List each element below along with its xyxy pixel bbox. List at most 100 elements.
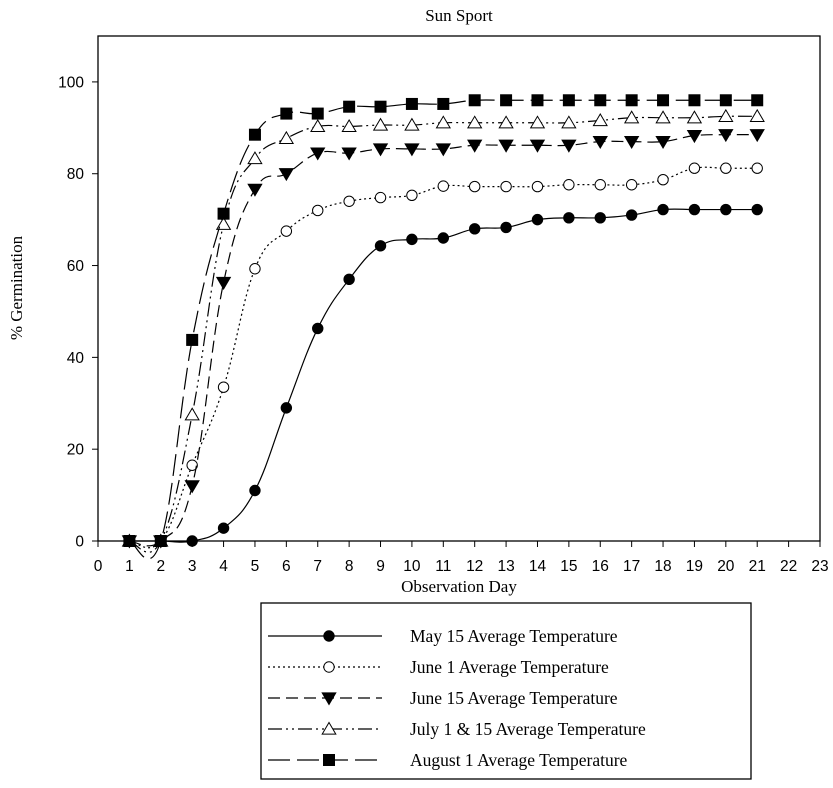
data-point-4-20 [718,108,734,122]
x-tick-label: 13 [497,558,514,575]
data-point-5-14 [531,94,544,107]
data-point-4-13 [498,115,514,129]
data-point-3-17 [623,135,640,150]
data-point-5-11 [437,97,450,110]
series-3 [121,129,765,549]
legend-marker [323,630,335,642]
x-tick-label: 12 [466,558,483,575]
legend-label: July 1 & 15 Average Temperature [410,719,646,739]
data-point-2-17 [625,179,638,191]
data-point-2-8 [343,195,355,207]
data-point-1-10 [406,233,418,246]
data-point-5-6 [280,107,293,120]
legend-item-4: July 1 & 15 Average Temperature [268,719,646,739]
data-point-5-5 [248,128,261,141]
data-point-5-19 [688,94,701,107]
data-point-4-15 [561,115,577,129]
data-point-5-7 [311,107,324,120]
x-tick-label: 11 [435,558,451,575]
x-tick-label: 14 [529,558,547,575]
data-point-2-7 [312,204,324,217]
data-point-2-20 [720,162,732,174]
data-point-2-5 [249,263,261,275]
x-tick-label: 0 [94,558,103,575]
data-point-4-17 [623,110,640,124]
data-point-4-12 [467,115,483,129]
y-tick-label: 60 [67,258,85,275]
x-tick-label: 2 [156,558,165,575]
legend-marker [323,661,335,673]
x-tick-label: 7 [313,558,322,575]
x-tick-label: 15 [560,558,577,575]
data-point-4-6 [278,130,295,144]
series-4 [121,108,765,553]
series-line-5 [129,99,758,560]
data-point-3-13 [498,139,514,153]
x-tick-label: 19 [686,558,703,575]
data-point-5-13 [500,94,513,107]
data-point-2-3 [186,459,198,471]
data-point-4-19 [686,110,703,124]
x-tick-label: 16 [592,558,609,575]
data-point-3-16 [592,135,608,150]
data-point-2-14 [531,180,544,193]
data-point-4-21 [749,108,765,122]
data-point-1-17 [625,209,638,221]
data-point-3-9 [372,143,389,157]
data-point-1-8 [343,273,355,286]
data-point-2-16 [594,179,606,191]
legend-label: August 1 Average Temperature [410,750,628,770]
legend-marker [321,721,337,735]
data-point-5-12 [468,94,481,107]
data-point-1-14 [531,213,544,226]
legend-item-1: May 15 Average Temperature [268,626,618,646]
data-point-2-11 [437,180,450,192]
x-tick-label: 8 [345,558,354,575]
legend-box [260,602,752,780]
data-point-3-19 [686,130,703,144]
legend-items: May 15 Average Temperature June 1 Average… [268,626,646,770]
y-tick-label: 20 [67,442,85,459]
data-point-2-10 [406,189,418,202]
y-axis-label: % Germination [7,235,26,340]
series-layer [121,94,765,560]
data-point-2-9 [374,191,387,204]
legend-marker [321,692,337,706]
data-point-5-3 [186,333,199,346]
data-point-4-18 [655,110,671,124]
series-line-3 [129,134,758,547]
data-point-4-9 [372,117,389,131]
y-tick-label: 80 [67,166,85,183]
data-point-4-10 [404,117,420,131]
y-tick-label: 100 [58,74,84,91]
legend-label: June 1 Average Temperature [410,657,609,677]
data-point-1-9 [374,240,387,252]
series-1 [123,203,763,547]
x-tick-label: 1 [125,558,134,575]
data-point-5-16 [594,94,607,107]
data-point-3-7 [310,147,326,161]
data-point-5-17 [625,94,638,107]
legend-item-3: June 15 Average Temperature [268,688,618,708]
data-point-3-20 [718,129,734,143]
x-tick-label: 9 [376,558,385,575]
series-5 [123,94,764,560]
legend-item-5: August 1 Average Temperature [268,750,628,770]
data-point-1-15 [563,212,575,224]
data-point-3-11 [435,143,451,157]
data-point-2-21 [751,162,763,174]
data-point-4-5 [247,151,263,165]
x-axis: 0 1 2 3 4 5 6 7 8 9 10 11 12 13 14 15 16 17 18 19 20 21 22 23 [94,541,829,575]
x-tick-label: 20 [717,558,735,575]
data-point-5-10 [405,97,418,110]
data-point-1-19 [688,203,701,216]
data-point-3-8 [341,147,357,161]
data-point-1-11 [437,232,450,244]
x-tick-label: 3 [188,558,197,575]
x-tick-label: 10 [403,558,421,575]
data-point-4-11 [435,115,451,129]
x-tick-label: 4 [219,558,228,575]
data-point-5-18 [657,94,670,107]
data-point-3-3 [184,480,200,494]
